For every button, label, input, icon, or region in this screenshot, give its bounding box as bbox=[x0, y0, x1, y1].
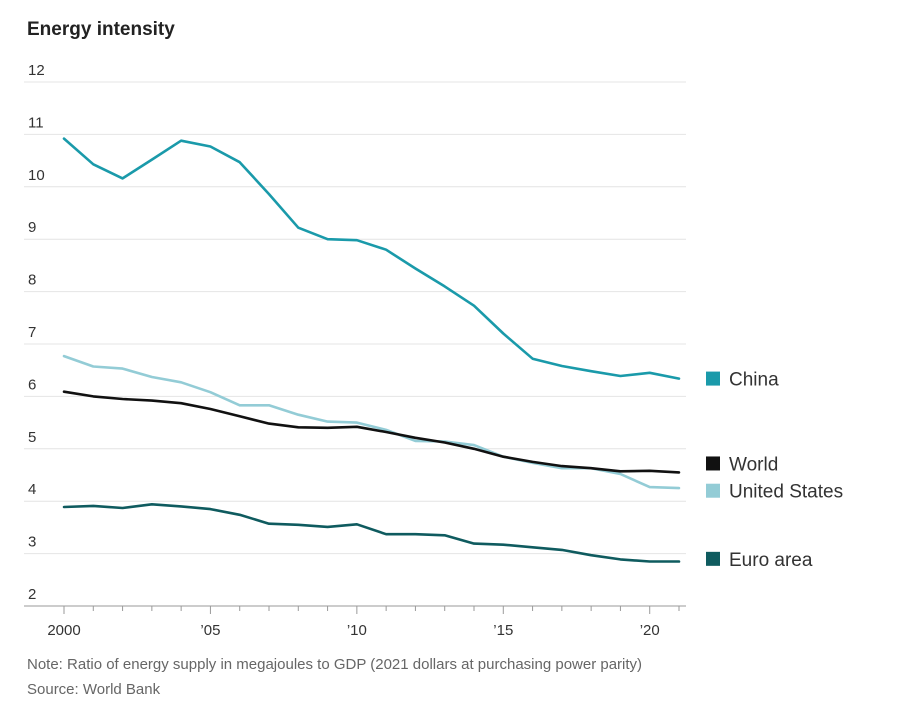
legend-swatch-euro-area bbox=[706, 551, 720, 566]
y-axis-ticks: 2 3 4 5 6 7 8 9 10 11 12 bbox=[28, 62, 45, 603]
x-tick-label-2005: ’05 bbox=[200, 622, 220, 639]
y-tick-label-10: 10 bbox=[28, 167, 45, 184]
legend-swatch-china bbox=[706, 371, 720, 386]
legend: China World United States Euro area bbox=[706, 370, 843, 571]
y-tick-label-6: 6 bbox=[28, 376, 36, 393]
chart-title: Energy intensity bbox=[27, 19, 175, 40]
series-line-euro-area bbox=[62, 503, 681, 563]
y-tick-label-7: 7 bbox=[28, 324, 36, 341]
legend-swatch-united-states bbox=[706, 483, 720, 498]
y-tick-label-11: 11 bbox=[28, 114, 44, 131]
y-tick-label-5: 5 bbox=[28, 429, 36, 446]
x-axis: 2000 ’05 ’10 ’15 ’20 bbox=[24, 605, 686, 639]
grid-lines bbox=[24, 81, 686, 555]
x-tick-label-2020: ’20 bbox=[640, 622, 660, 639]
legend-swatch-world bbox=[706, 456, 720, 471]
y-tick-label-2: 2 bbox=[28, 586, 36, 603]
legend-label-euro-area: Euro area bbox=[729, 550, 813, 571]
y-tick-label-8: 8 bbox=[28, 272, 36, 289]
y-tick-label-12: 12 bbox=[28, 62, 45, 79]
y-tick-label-3: 3 bbox=[28, 534, 36, 551]
x-tick-label-2010: ’10 bbox=[347, 622, 367, 639]
legend-label-world: World bbox=[729, 454, 778, 475]
y-tick-label-9: 9 bbox=[28, 219, 36, 236]
x-tick-label-2000: 2000 bbox=[47, 622, 80, 639]
series-line-world bbox=[62, 390, 681, 474]
chart-source: Source: World Bank bbox=[27, 681, 161, 698]
series-line-china bbox=[62, 137, 681, 380]
legend-label-united-states: United States bbox=[729, 482, 843, 503]
series-lines bbox=[62, 137, 681, 563]
x-tick-label-2015: ’15 bbox=[493, 622, 513, 639]
y-tick-label-4: 4 bbox=[28, 481, 36, 498]
legend-label-china: China bbox=[729, 370, 779, 391]
chart-note: Note: Ratio of energy supply in megajoul… bbox=[27, 656, 643, 673]
